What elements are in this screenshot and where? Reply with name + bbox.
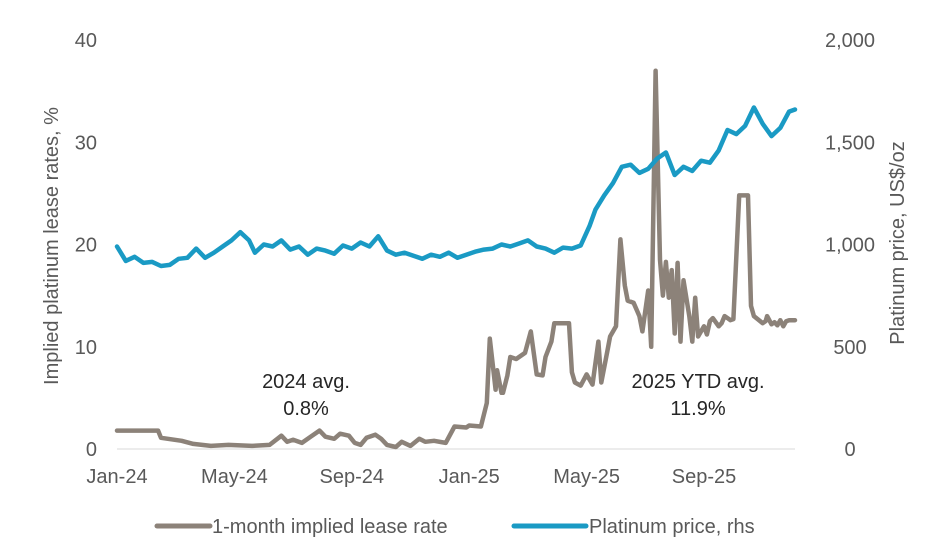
- left-axis-title: Implied platinum lease rates, %: [41, 107, 63, 385]
- legend-label-platinum-price: Platinum price, rhs: [589, 516, 755, 538]
- legend-label-lease-rate: 1-month implied lease rate: [212, 516, 448, 538]
- right-axis-title: Platinum price, US$/oz: [887, 141, 909, 344]
- right-tick-label-4: 2,000: [825, 30, 875, 52]
- x-tick-label-3: Jan-25: [439, 466, 500, 488]
- x-tick-label-4: May-25: [553, 466, 620, 488]
- series-layer: [114, 68, 798, 450]
- left-tick-label-0: 0: [86, 439, 97, 461]
- left-tick-label-2: 20: [75, 235, 97, 257]
- x-tick-label-1: May-24: [201, 466, 268, 488]
- right-tick-label-3: 1,500: [825, 132, 875, 154]
- lease-rate-series-line: [114, 68, 798, 450]
- x-tick-label-5: Sep-25: [672, 466, 737, 488]
- platinum-price-series-line: [114, 105, 798, 269]
- left-axis-ticks: 0 10 20 30 40: [75, 30, 97, 461]
- right-tick-label-0: 0: [844, 439, 855, 461]
- x-tick-label-2: Sep-24: [320, 466, 385, 488]
- annotation-2025-label: 2025 YTD avg.: [631, 371, 764, 393]
- left-tick-label-1: 10: [75, 337, 97, 359]
- right-axis-ticks: 0 500 1,000 1,500 2,000: [825, 30, 875, 461]
- left-tick-label-3: 30: [75, 132, 97, 154]
- x-axis-ticks: Jan-24 May-24 Sep-24 Jan-25 May-25 Sep-25: [86, 466, 736, 488]
- x-tick-label-0: Jan-24: [86, 466, 147, 488]
- left-tick-label-4: 40: [75, 30, 97, 52]
- annotation-2024-value: 0.8%: [283, 398, 329, 420]
- annotation-2025-value: 11.9%: [670, 398, 725, 420]
- annotation-2024-label: 2024 avg.: [262, 371, 350, 393]
- legend: 1-month implied lease rate Platinum pric…: [154, 516, 755, 538]
- right-tick-label-1: 500: [833, 337, 866, 359]
- right-tick-label-2: 1,000: [825, 235, 875, 257]
